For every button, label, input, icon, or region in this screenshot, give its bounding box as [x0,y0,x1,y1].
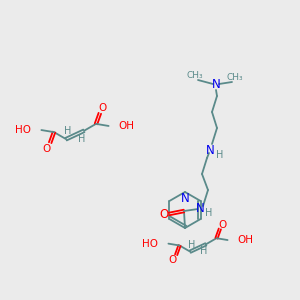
Text: O: O [168,255,176,265]
Text: HO: HO [15,125,32,135]
Text: N: N [181,193,189,206]
Text: O: O [42,144,50,154]
Text: HO: HO [142,238,158,249]
Text: H: H [216,150,224,160]
Text: CH₃: CH₃ [187,70,203,80]
Text: H: H [188,240,196,250]
Text: H: H [64,126,72,136]
Text: H: H [205,208,213,218]
Text: O: O [219,220,227,230]
Text: OH: OH [238,235,254,245]
Text: N: N [196,202,204,214]
Text: OH: OH [118,121,135,131]
Text: H: H [78,134,85,144]
Text: O: O [159,208,169,221]
Text: N: N [206,143,214,157]
Text: CH₃: CH₃ [227,73,243,82]
Text: O: O [99,103,107,113]
Text: H: H [200,246,208,256]
Text: N: N [212,79,220,92]
